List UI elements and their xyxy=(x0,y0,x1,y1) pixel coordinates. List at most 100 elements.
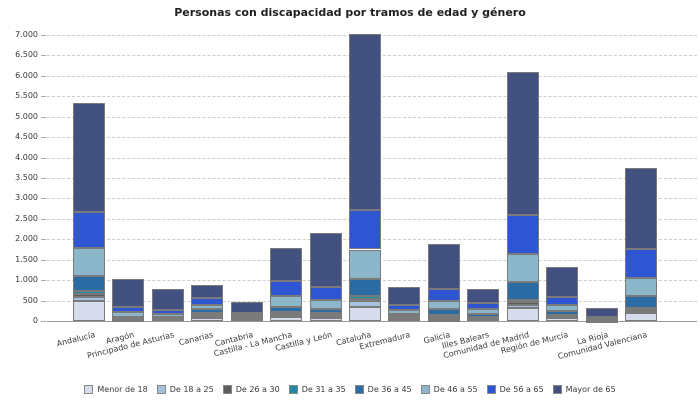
bar-segment-mayor-de-65[interactable] xyxy=(349,33,381,210)
bar-segment-de-56-a-65[interactable] xyxy=(191,297,224,305)
bar-segment-de-26-a-30[interactable] xyxy=(73,294,105,297)
bar-segment-de-36-a-45[interactable] xyxy=(546,311,579,315)
legend-item-de-36-a-45[interactable]: De 36 a 45 xyxy=(354,385,412,394)
bar-segment-de-46-a-55[interactable] xyxy=(427,300,460,310)
bar-segment-de-31-a-35[interactable] xyxy=(73,291,105,295)
bar-segment-de-31-a-35[interactable] xyxy=(191,313,224,316)
bar-segment-de-31-a-35[interactable] xyxy=(427,315,460,318)
bar-segment-de-56-a-65[interactable] xyxy=(73,211,105,249)
bar-segment-de-36-a-45[interactable] xyxy=(151,316,184,319)
bar-segment-de-46-a-55[interactable] xyxy=(112,312,145,318)
bar-segment-de-31-a-35[interactable] xyxy=(309,313,342,316)
bar-segment-mayor-de-65[interactable] xyxy=(309,233,342,288)
bar-segment-de-56-a-65[interactable] xyxy=(270,280,303,296)
bar-segment-de-56-a-65[interactable] xyxy=(112,307,145,312)
bar-segment-de-46-a-55[interactable] xyxy=(309,300,342,310)
bar-segment-de-31-a-35[interactable] xyxy=(546,314,579,317)
bar-segment-de-31-a-35[interactable] xyxy=(388,316,421,318)
bar-segment-de-36-a-45[interactable] xyxy=(625,295,658,308)
bar-segment-de-18-a-25[interactable] xyxy=(309,316,342,319)
bar-segment-de-31-a-35[interactable] xyxy=(349,296,381,299)
bar-segment-mayor-de-65[interactable] xyxy=(625,167,658,249)
y-axis-tick-label: 6.500 xyxy=(15,50,38,60)
bar-segment-menor-de-18[interactable] xyxy=(625,312,658,321)
bar-segment-de-36-a-45[interactable] xyxy=(427,309,460,316)
bar-segment-mayor-de-65[interactable] xyxy=(270,248,303,281)
bar-segment-de-56-a-65[interactable] xyxy=(585,317,618,320)
bar-segment-de-18-a-25[interactable] xyxy=(191,316,224,319)
bar-segment-de-18-a-25[interactable] xyxy=(73,296,105,301)
bar-segment-de-46-a-55[interactable] xyxy=(270,295,303,308)
legend-item-de-46-a-55[interactable]: De 46 a 55 xyxy=(420,385,478,394)
legend-item-menor-de-18[interactable]: Menor de 18 xyxy=(84,385,148,394)
bar-segment-de-36-a-45[interactable] xyxy=(349,279,381,297)
bar-segment-mayor-de-65[interactable] xyxy=(230,302,263,313)
bar-segment-de-46-a-55[interactable] xyxy=(506,253,539,283)
bar-segment-de-36-a-45[interactable] xyxy=(506,282,539,300)
bar-segment-de-56-a-65[interactable] xyxy=(309,287,342,301)
bar-segment-de-31-a-35[interactable] xyxy=(625,307,658,310)
bar-segment-mayor-de-65[interactable] xyxy=(73,103,105,212)
bar-segment-de-56-a-65[interactable] xyxy=(427,288,460,301)
legend-item-de-18-a-25[interactable]: De 18 a 25 xyxy=(156,385,214,394)
bar-segment-de-18-a-25[interactable] xyxy=(427,318,460,321)
bar-segment-de-46-a-55[interactable] xyxy=(388,310,421,314)
bar-segment-de-56-a-65[interactable] xyxy=(230,312,263,315)
legend-item-de-26-a-30[interactable]: De 26 a 30 xyxy=(222,385,280,394)
bar-segment-menor-de-18[interactable] xyxy=(73,300,105,321)
bar-segment-de-36-a-45[interactable] xyxy=(73,276,105,292)
bar-segment-menor-de-18[interactable] xyxy=(506,307,539,321)
bar-segment-de-26-a-30[interactable] xyxy=(309,315,342,318)
bar-segment-de-18-a-25[interactable] xyxy=(349,301,381,307)
bar-segment-de-18-a-25[interactable] xyxy=(506,304,539,308)
bar-segment-de-36-a-45[interactable] xyxy=(270,307,303,312)
bar-segment-de-31-a-35[interactable] xyxy=(467,316,500,319)
bar-segment-de-36-a-45[interactable] xyxy=(112,317,145,320)
bar-segment-mayor-de-65[interactable] xyxy=(585,308,618,318)
legend-item-de-56-a-65[interactable]: De 56 a 65 xyxy=(486,385,544,394)
bar-segment-de-46-a-55[interactable] xyxy=(191,304,224,310)
bar-segment-de-18-a-25[interactable] xyxy=(625,311,658,314)
bar-segment-mayor-de-65[interactable] xyxy=(191,285,224,298)
bar-segment-menor-de-18[interactable] xyxy=(349,306,381,321)
y-axis-tick-label: 1.000 xyxy=(15,275,38,285)
bar-segment-de-46-a-55[interactable] xyxy=(467,308,500,314)
bar-segment-de-56-a-65[interactable] xyxy=(546,297,579,305)
legend-item-mayor-de-65[interactable]: Mayor de 65 xyxy=(552,385,616,394)
bar-segment-de-36-a-45[interactable] xyxy=(467,313,500,317)
bar-segment-mayor-de-65[interactable] xyxy=(151,289,184,311)
bar-segment-de-56-a-65[interactable] xyxy=(625,249,658,278)
bar-segment-de-46-a-55[interactable] xyxy=(625,277,658,296)
bar-segment-mayor-de-65[interactable] xyxy=(546,266,579,298)
bar-segment-de-56-a-65[interactable] xyxy=(467,302,500,309)
bar-segment-de-46-a-55[interactable] xyxy=(73,248,105,277)
y-axis-tick-label: 500 xyxy=(22,295,38,305)
bar-segment-de-46-a-55[interactable] xyxy=(151,314,184,317)
bar-segment-de-56-a-65[interactable] xyxy=(388,305,421,310)
bar-segment-de-56-a-65[interactable] xyxy=(506,215,539,254)
bar-segment-de-36-a-45[interactable] xyxy=(388,314,421,316)
bar-segment-de-26-a-30[interactable] xyxy=(349,298,381,302)
bar-segment-de-26-a-30[interactable] xyxy=(506,302,539,305)
bar-segment-mayor-de-65[interactable] xyxy=(112,278,145,308)
legend-item-de-31-a-35[interactable]: De 31 a 35 xyxy=(288,385,346,394)
bar-segment-mayor-de-65[interactable] xyxy=(388,286,421,306)
bar-segment-de-18-a-25[interactable] xyxy=(270,315,303,318)
bar-segment-de-36-a-45[interactable] xyxy=(309,309,342,314)
legend-swatch xyxy=(156,385,166,394)
bar-segment-de-36-a-45[interactable] xyxy=(230,316,263,319)
bar-segment-de-46-a-55[interactable] xyxy=(546,304,579,312)
bar-segment-mayor-de-65[interactable] xyxy=(427,244,460,289)
bar-segment-de-26-a-30[interactable] xyxy=(625,309,658,312)
bar-segment-mayor-de-65[interactable] xyxy=(467,289,500,303)
bar-segment-de-31-a-35[interactable] xyxy=(270,311,303,314)
bar-segment-de-56-a-65[interactable] xyxy=(151,310,184,315)
bar-segment-de-56-a-65[interactable] xyxy=(349,209,381,250)
bar-segment-de-46-a-55[interactable] xyxy=(349,249,381,280)
bar-segment-de-46-a-55[interactable] xyxy=(230,314,263,317)
y-axis-tick xyxy=(41,259,46,261)
bar-segment-de-31-a-35[interactable] xyxy=(506,299,539,302)
bar-segment-mayor-de-65[interactable] xyxy=(506,71,539,216)
bar-segment-de-36-a-45[interactable] xyxy=(191,309,224,314)
bar-segment-de-26-a-30[interactable] xyxy=(270,313,303,316)
